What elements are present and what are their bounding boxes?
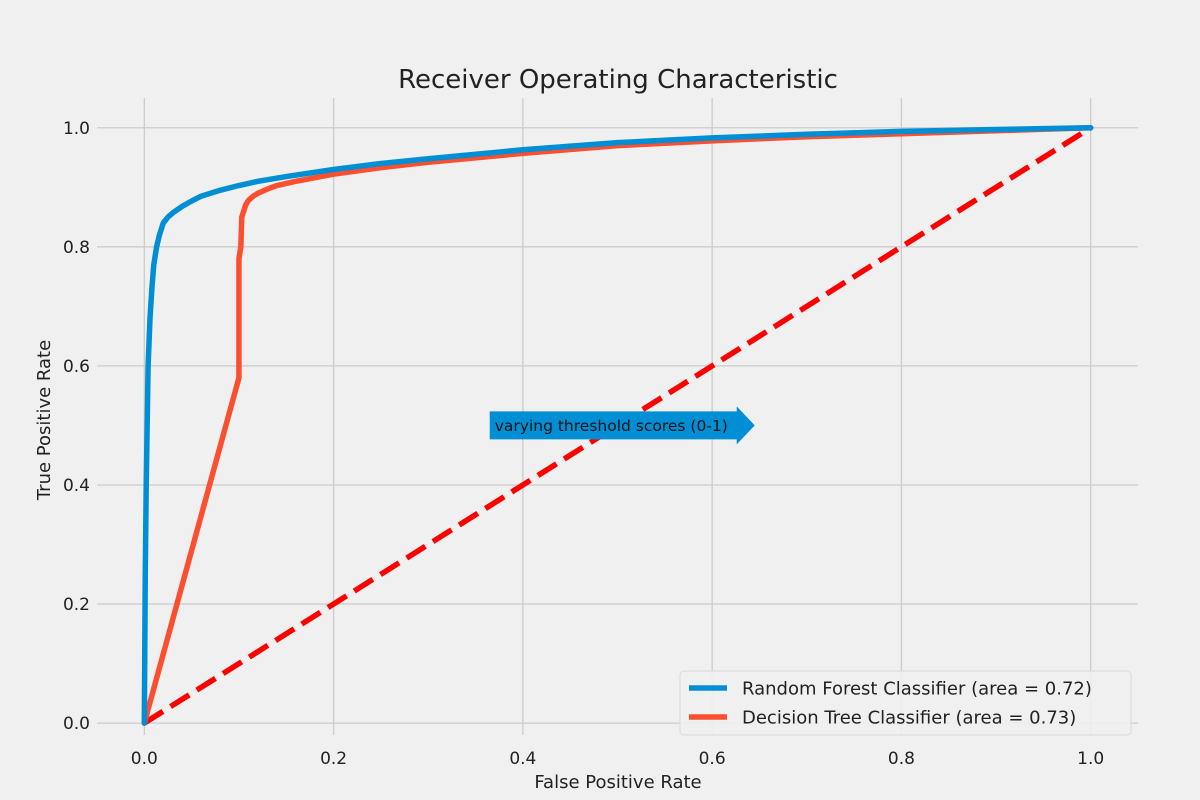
y-tick-label-2: 0.4: [63, 476, 90, 496]
y-tick-label-1: 0.2: [63, 595, 90, 615]
legend: Random Forest Classifier (area = 0.72) De…: [679, 670, 1132, 736]
x-axis-label: False Positive Rate: [534, 772, 701, 793]
x-tick-label-2: 0.4: [509, 749, 536, 769]
tick-labels: 0.0 0.2 0.4 0.6 0.8 1.0 0.0 0.2 0.4 0.6 0.8 1.0: [63, 119, 1104, 769]
legend-label-1: Decision Tree Classifier (area = 0.73): [742, 708, 1076, 729]
chart-title: Receiver Operating Characteristic: [398, 65, 838, 95]
series-line-1: [141, 125, 1094, 726]
x-tick-label-5: 1.0: [1077, 749, 1104, 769]
x-tick-label-0: 0.0: [131, 749, 158, 769]
annotation-text: varying threshold scores (0-1): [495, 417, 728, 435]
x-tick-label-4: 0.8: [888, 749, 915, 769]
legend-label-0: Random Forest Classifier (area = 0.72): [742, 679, 1092, 700]
y-tick-label-4: 0.8: [63, 238, 90, 258]
annotation: varying threshold scores (0-1): [489, 406, 755, 445]
legend-box: [679, 670, 1132, 736]
y-axis-label: True Positive Rate: [34, 340, 55, 501]
y-tick-label-5: 1.0: [63, 119, 90, 139]
x-tick-label-1: 0.2: [320, 749, 347, 769]
annotation-arrow: [489, 406, 755, 445]
x-tick-label-3: 0.6: [699, 749, 726, 769]
y-tick-label-3: 0.6: [63, 357, 90, 377]
y-tick-label-0: 0.0: [63, 714, 90, 734]
series-line-0: [141, 125, 1094, 726]
